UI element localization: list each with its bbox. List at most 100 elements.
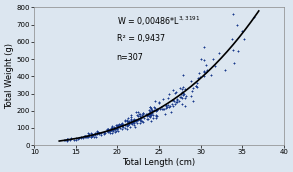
Point xyxy=(95,132,100,135)
Point xyxy=(138,115,142,117)
Point xyxy=(155,108,159,110)
Point xyxy=(102,130,107,133)
Point xyxy=(195,82,200,85)
Point xyxy=(145,114,150,116)
Point xyxy=(140,113,145,116)
Point xyxy=(194,85,199,88)
Point xyxy=(99,134,104,137)
Point xyxy=(180,91,184,94)
Point xyxy=(127,123,132,126)
Point xyxy=(115,126,120,129)
Point xyxy=(124,119,129,122)
Point xyxy=(133,119,137,122)
Point xyxy=(117,123,122,126)
Point xyxy=(133,120,137,122)
Point xyxy=(109,128,113,131)
Point xyxy=(134,119,139,122)
Point xyxy=(147,112,151,114)
Point xyxy=(149,113,153,116)
Point xyxy=(110,129,115,132)
Point xyxy=(242,38,246,40)
Point xyxy=(138,113,142,116)
Point xyxy=(138,117,142,120)
Point xyxy=(62,139,67,142)
Point xyxy=(189,95,193,98)
Point xyxy=(134,118,139,121)
Point xyxy=(113,128,118,130)
Point xyxy=(141,112,146,115)
Point xyxy=(166,106,171,109)
Point xyxy=(113,127,118,130)
Point xyxy=(81,136,86,139)
Point xyxy=(125,119,129,122)
Point xyxy=(184,95,189,98)
Point xyxy=(109,126,113,129)
Point xyxy=(137,117,142,120)
Point xyxy=(105,130,109,132)
Point xyxy=(230,38,235,41)
Point xyxy=(93,131,98,134)
Point xyxy=(87,132,91,135)
Point xyxy=(138,116,142,119)
Point xyxy=(190,99,195,102)
Point xyxy=(231,62,236,65)
Point xyxy=(153,100,157,103)
Point xyxy=(113,126,117,129)
Point xyxy=(154,115,159,118)
Point xyxy=(202,59,206,62)
Point xyxy=(126,121,131,123)
Point xyxy=(180,88,185,90)
Point xyxy=(127,121,132,123)
Point xyxy=(113,127,117,130)
Point xyxy=(147,115,152,118)
Point xyxy=(151,116,155,119)
Point xyxy=(164,104,168,107)
Point xyxy=(111,129,115,132)
Point xyxy=(78,136,83,139)
Point xyxy=(150,112,154,114)
Point xyxy=(137,118,142,121)
Point xyxy=(144,113,149,116)
Point xyxy=(126,123,130,126)
Point xyxy=(149,119,154,122)
Point xyxy=(129,122,134,125)
Point xyxy=(96,131,100,134)
Point xyxy=(74,137,78,140)
Point xyxy=(150,113,155,116)
Point xyxy=(114,130,119,132)
Point xyxy=(126,117,131,120)
Point xyxy=(183,88,187,91)
Text: W = 0,00486*L$^{3,3191}$: W = 0,00486*L$^{3,3191}$ xyxy=(117,14,200,28)
Point xyxy=(129,115,134,118)
Point xyxy=(181,85,185,88)
Point xyxy=(132,124,137,126)
Point xyxy=(117,127,122,129)
Point xyxy=(115,125,120,127)
Point xyxy=(116,130,120,132)
Point xyxy=(83,136,88,138)
Point xyxy=(65,139,69,142)
Point xyxy=(129,119,133,121)
Point xyxy=(134,120,139,123)
Point xyxy=(138,119,143,121)
Point xyxy=(120,122,125,125)
Point xyxy=(171,89,176,92)
Point xyxy=(230,49,235,51)
Point xyxy=(110,127,115,130)
Point xyxy=(159,105,164,108)
Point xyxy=(127,120,132,122)
Point xyxy=(74,138,78,141)
Point xyxy=(126,120,130,123)
Point xyxy=(127,121,132,124)
Point xyxy=(130,123,134,125)
Point xyxy=(134,120,139,122)
Point xyxy=(106,130,111,133)
Point xyxy=(83,135,88,137)
Point xyxy=(171,105,175,108)
Point xyxy=(105,128,110,131)
Point xyxy=(175,101,179,103)
Point xyxy=(120,125,124,128)
Point xyxy=(119,123,124,126)
Point xyxy=(115,124,120,127)
Point xyxy=(115,126,120,128)
